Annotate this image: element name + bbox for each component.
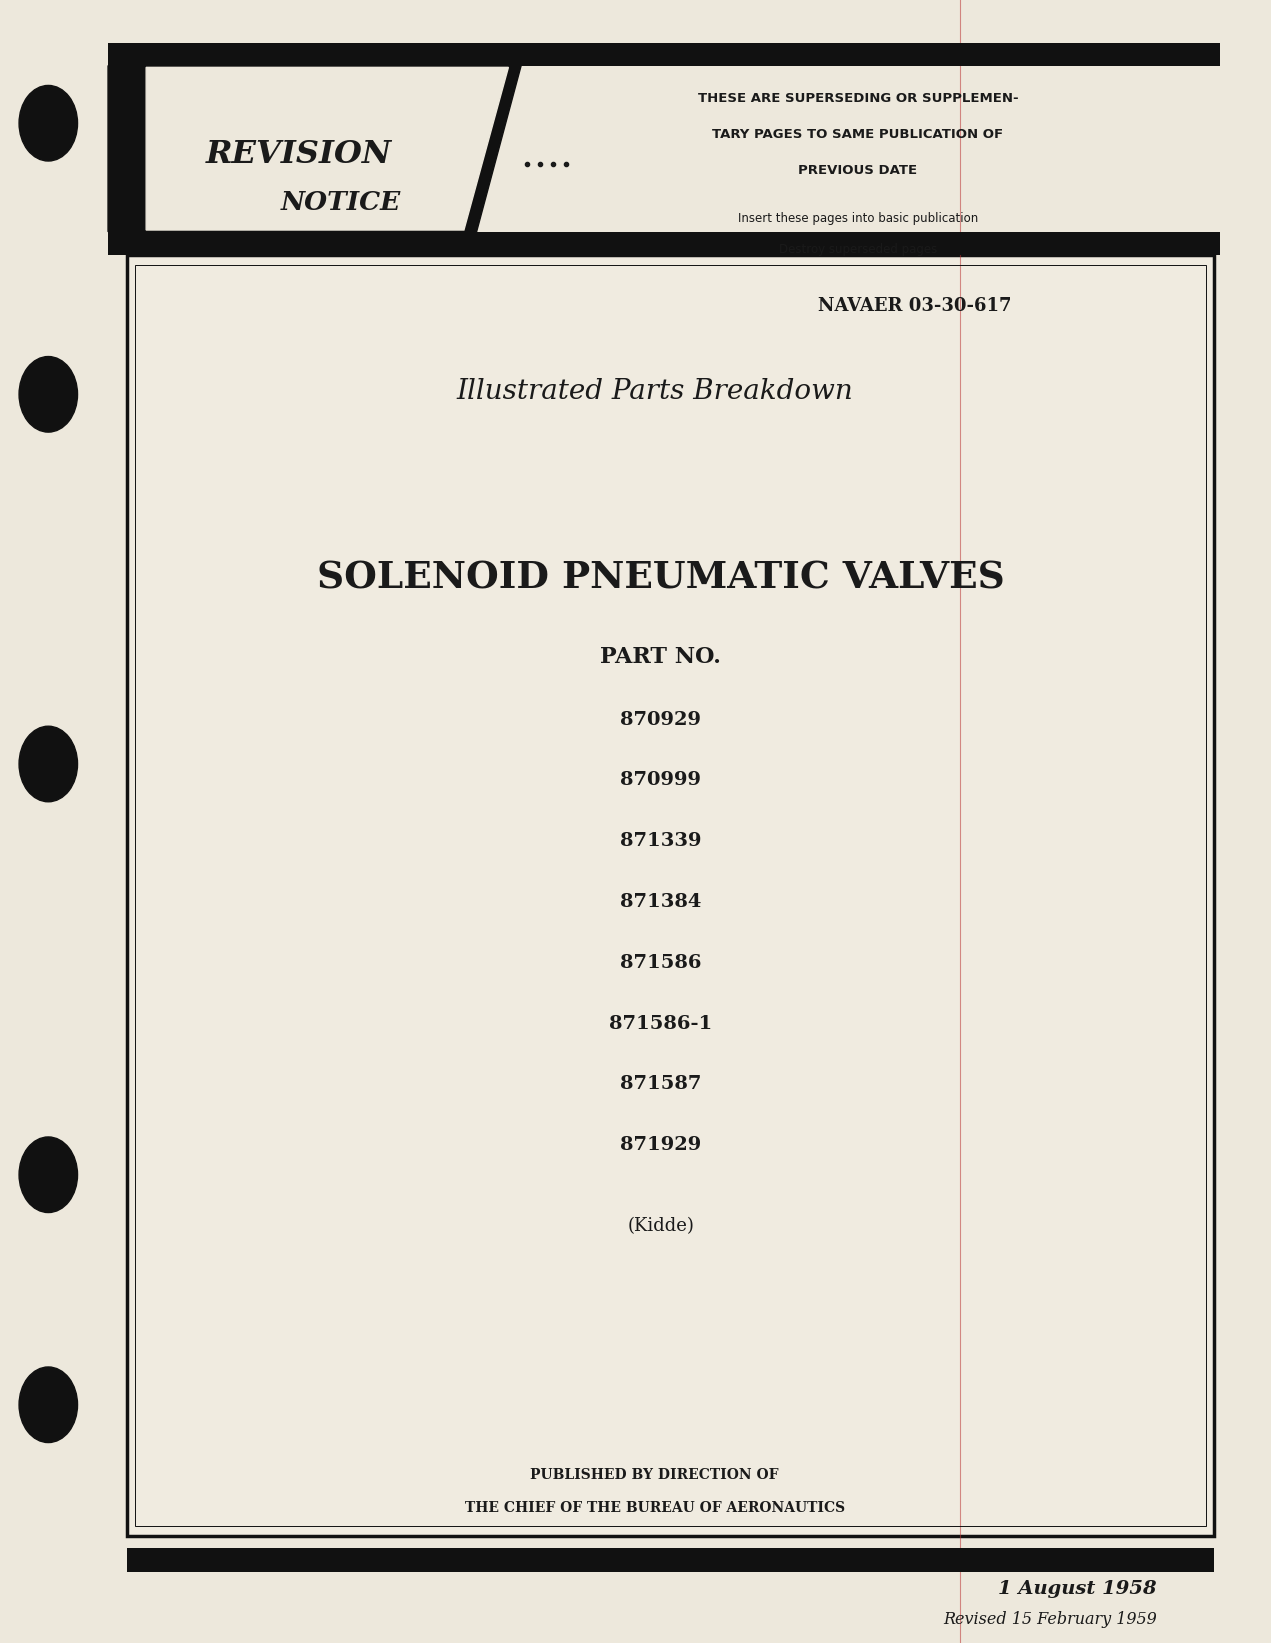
Bar <box>135 265 1206 1526</box>
Bar <box>127 1548 1214 1572</box>
Text: (Kidde): (Kidde) <box>628 1217 694 1234</box>
Text: Destroy superseded pages: Destroy superseded pages <box>779 243 937 256</box>
Text: 871929: 871929 <box>620 1137 702 1153</box>
Text: SOLENOID PNEUMATIC VALVES: SOLENOID PNEUMATIC VALVES <box>316 560 1005 596</box>
Text: 871586: 871586 <box>620 955 702 971</box>
Circle shape <box>19 1137 78 1213</box>
Text: REVISION: REVISION <box>206 140 391 169</box>
Circle shape <box>19 357 78 432</box>
Polygon shape <box>108 66 521 232</box>
Text: THE CHIEF OF THE BUREAU OF AERONAUTICS: THE CHIEF OF THE BUREAU OF AERONAUTICS <box>464 1502 845 1515</box>
Circle shape <box>19 85 78 161</box>
Text: 871587: 871587 <box>620 1076 702 1093</box>
Text: 1 August 1958: 1 August 1958 <box>998 1581 1157 1597</box>
Text: TARY PAGES TO SAME PUBLICATION OF: TARY PAGES TO SAME PUBLICATION OF <box>712 128 1004 141</box>
Circle shape <box>19 726 78 802</box>
Text: NOTICE: NOTICE <box>281 189 400 215</box>
Text: Insert these pages into basic publication: Insert these pages into basic publicatio… <box>737 212 979 225</box>
Bar <box>108 232 1220 255</box>
Text: 871384: 871384 <box>620 894 702 910</box>
Text: 870999: 870999 <box>620 772 702 789</box>
Polygon shape <box>146 67 508 230</box>
Text: 871586-1: 871586-1 <box>609 1015 713 1032</box>
Text: PREVIOUS DATE: PREVIOUS DATE <box>798 164 918 177</box>
Text: NAVAER 03-30-617: NAVAER 03-30-617 <box>819 297 1012 314</box>
Circle shape <box>19 1367 78 1443</box>
Text: 871339: 871339 <box>620 833 702 849</box>
Text: 870929: 870929 <box>620 711 702 728</box>
Text: PART NO.: PART NO. <box>600 646 722 669</box>
Text: Illustrated Parts Breakdown: Illustrated Parts Breakdown <box>456 378 853 404</box>
Text: PUBLISHED BY DIRECTION OF: PUBLISHED BY DIRECTION OF <box>530 1469 779 1482</box>
Text: THESE ARE SUPERSEDING OR SUPPLEMEN-: THESE ARE SUPERSEDING OR SUPPLEMEN- <box>698 92 1018 105</box>
Text: Revised 15 February 1959: Revised 15 February 1959 <box>943 1612 1157 1628</box>
Bar <box>108 43 1220 66</box>
Bar <box>127 255 1214 1536</box>
